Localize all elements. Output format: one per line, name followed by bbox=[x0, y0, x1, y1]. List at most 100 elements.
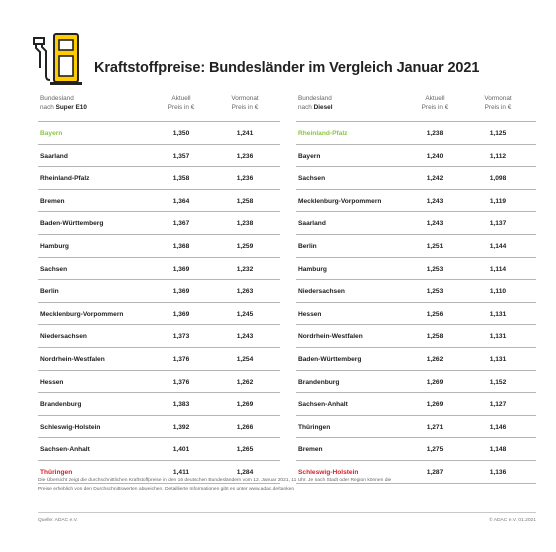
state-name: Mecklenburg-Vorpommern bbox=[40, 310, 124, 318]
header-bundesland: Bundesland nach Diesel bbox=[298, 95, 333, 111]
previous-price: 1,254 bbox=[236, 355, 254, 363]
table-row: Brandenburg 1,383 1,269 bbox=[38, 393, 280, 416]
fuel-pump-icon bbox=[33, 33, 82, 85]
table-row: Saarland 1,357 1,236 bbox=[38, 145, 280, 168]
state-name: Rheinland-Pfalz bbox=[40, 175, 90, 183]
state-name: Bremen bbox=[40, 197, 65, 205]
state-name: Bayern bbox=[298, 152, 321, 160]
current-price: 1,262 bbox=[426, 355, 444, 363]
table-row: Baden-Württemberg 1,367 1,238 bbox=[38, 212, 280, 235]
previous-price: 1,236 bbox=[236, 175, 254, 183]
previous-price: 1,238 bbox=[236, 220, 254, 228]
current-price: 1,253 bbox=[426, 288, 444, 296]
copyright-text: © ADAC e.V. 01.2021 bbox=[489, 518, 536, 523]
state-name: Hessen bbox=[40, 378, 64, 386]
current-price: 1,369 bbox=[172, 265, 190, 273]
table-row: Hessen 1,376 1,262 bbox=[38, 371, 280, 394]
current-price: 1,243 bbox=[426, 220, 444, 228]
source-text: Quelle: ADAC e.V. bbox=[38, 518, 78, 523]
table-row: Rheinland-Pfalz 1,238 1,125 bbox=[296, 122, 536, 145]
current-price: 1,383 bbox=[172, 401, 190, 409]
table-body: Rheinland-Pfalz 1,238 1,125 Bayern 1,240 1,11… bbox=[296, 122, 536, 484]
previous-price: 1,284 bbox=[236, 468, 254, 476]
table-row: Hamburg 1,368 1,259 bbox=[38, 235, 280, 258]
state-name: Mecklenburg-Vorpommern bbox=[298, 197, 382, 205]
current-price: 1,376 bbox=[172, 378, 190, 386]
table-row: Nordrhein-Westfalen 1,258 1,131 bbox=[296, 325, 536, 348]
state-name: Berlin bbox=[298, 242, 317, 250]
previous-price: 1,262 bbox=[236, 378, 254, 386]
state-name: Rheinland-Pfalz bbox=[298, 130, 348, 137]
header-vormonat: Vormonat Preis in € bbox=[231, 95, 259, 111]
state-name: Niedersachsen bbox=[40, 333, 87, 341]
current-price: 1,357 bbox=[172, 152, 190, 160]
current-price: 1,411 bbox=[172, 468, 190, 476]
table-row: Hamburg 1,253 1,114 bbox=[296, 258, 536, 281]
table-row: Berlin 1,369 1,263 bbox=[38, 280, 280, 303]
previous-price: 1,266 bbox=[236, 423, 254, 431]
previous-price: 1,131 bbox=[489, 310, 507, 318]
table-row: Bremen 1,275 1,148 bbox=[296, 438, 536, 461]
previous-price: 1,131 bbox=[489, 333, 507, 341]
state-name: Sachsen bbox=[40, 265, 68, 273]
table-row: Sachsen 1,369 1,232 bbox=[38, 258, 280, 281]
table-row: Bayern 1,240 1,112 bbox=[296, 145, 536, 168]
table-row: Schleswig-Holstein 1,287 1,136 bbox=[296, 461, 536, 484]
previous-price: 1,269 bbox=[236, 401, 254, 409]
table-row: Niedersachsen 1,373 1,243 bbox=[38, 325, 280, 348]
state-name: Saarland bbox=[298, 220, 326, 228]
current-price: 1,238 bbox=[426, 130, 444, 137]
current-price: 1,350 bbox=[172, 130, 190, 137]
header-vormonat: Vormonat Preis in € bbox=[484, 95, 512, 111]
table-row: Bremen 1,364 1,258 bbox=[38, 190, 280, 213]
current-price: 1,251 bbox=[426, 242, 444, 250]
current-price: 1,401 bbox=[172, 446, 190, 454]
previous-price: 1,137 bbox=[489, 220, 507, 228]
footnote-line: Preise erheblich von den Durchschnittswe… bbox=[38, 487, 295, 492]
previous-price: 1,258 bbox=[236, 197, 254, 205]
current-price: 1,258 bbox=[426, 333, 444, 341]
current-price: 1,369 bbox=[172, 288, 190, 296]
current-price: 1,269 bbox=[426, 401, 444, 409]
previous-price: 1,127 bbox=[489, 401, 507, 409]
current-price: 1,271 bbox=[426, 423, 444, 431]
table-row: Saarland 1,243 1,137 bbox=[296, 212, 536, 235]
current-price: 1,242 bbox=[426, 175, 444, 183]
footnote-line: Die Übersicht zeigt die durchschnittlich… bbox=[38, 478, 392, 483]
table-row: Sachsen-Anhalt 1,401 1,265 bbox=[38, 438, 280, 461]
table-row: Bayern 1,350 1,241 bbox=[38, 122, 280, 145]
previous-price: 1,265 bbox=[236, 446, 254, 454]
table-row: Mecklenburg-Vorpommern 1,243 1,119 bbox=[296, 190, 536, 213]
table-row: Rheinland-Pfalz 1,358 1,236 bbox=[38, 167, 280, 190]
table-row: Schleswig-Holstein 1,392 1,266 bbox=[38, 416, 280, 439]
state-name: Bremen bbox=[298, 446, 323, 454]
state-name: Hamburg bbox=[298, 265, 327, 273]
previous-price: 1,119 bbox=[489, 197, 507, 205]
diesel-table: Bundesland nach Diesel Aktuell Preis in … bbox=[296, 92, 536, 484]
state-name: Niedersachsen bbox=[298, 288, 345, 296]
table-row: Thüringen 1,411 1,284 bbox=[38, 461, 280, 484]
current-price: 1,376 bbox=[172, 355, 190, 363]
state-name: Hamburg bbox=[40, 242, 69, 250]
table-row: Brandenburg 1,269 1,152 bbox=[296, 371, 536, 394]
state-name: Nordrhein-Westfalen bbox=[298, 333, 363, 341]
previous-price: 1,136 bbox=[489, 468, 507, 476]
state-name: Berlin bbox=[40, 288, 59, 296]
current-price: 1,367 bbox=[172, 220, 190, 228]
current-price: 1,240 bbox=[426, 152, 444, 160]
state-name: Thüringen bbox=[40, 468, 73, 476]
state-name: Baden-Württemberg bbox=[40, 220, 104, 228]
table-row: Sachsen-Anhalt 1,269 1,127 bbox=[296, 393, 536, 416]
previous-price: 1,152 bbox=[489, 378, 507, 386]
current-price: 1,358 bbox=[172, 175, 190, 183]
state-name: Schleswig-Holstein bbox=[40, 423, 101, 431]
state-name: Bayern bbox=[40, 130, 63, 137]
previous-price: 1,263 bbox=[236, 288, 254, 296]
current-price: 1,287 bbox=[426, 468, 444, 476]
previous-price: 1,232 bbox=[236, 265, 254, 273]
state-name: Schleswig-Holstein bbox=[298, 468, 359, 476]
previous-price: 1,245 bbox=[236, 310, 254, 318]
header-aktuell: Aktuell Preis in € bbox=[421, 95, 449, 111]
header-bundesland: Bundesland nach Super E10 bbox=[40, 95, 87, 111]
table-row: Niedersachsen 1,253 1,110 bbox=[296, 280, 536, 303]
